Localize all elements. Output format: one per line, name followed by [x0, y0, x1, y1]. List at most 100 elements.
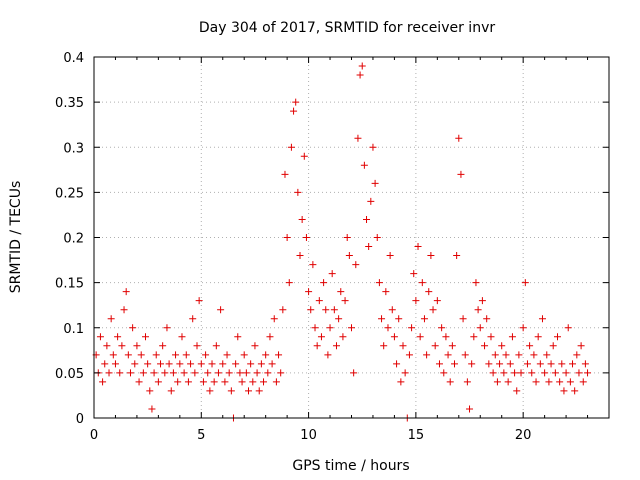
- x-tick-label: 10: [300, 428, 317, 443]
- data-point: [167, 387, 175, 395]
- data-point: [551, 369, 559, 377]
- data-point: [137, 351, 145, 359]
- data-point: [107, 315, 115, 323]
- data-point: [144, 360, 152, 368]
- data-point: [463, 378, 471, 386]
- data-point: [109, 351, 117, 359]
- data-point: [208, 360, 216, 368]
- data-point: [309, 261, 317, 269]
- data-point: [474, 306, 482, 314]
- data-point: [133, 342, 141, 350]
- data-point: [242, 369, 250, 377]
- data-point: [575, 369, 583, 377]
- data-point: [502, 351, 510, 359]
- data-point: [343, 234, 351, 241]
- data-point: [481, 342, 489, 350]
- data-point: [448, 342, 456, 350]
- data-point: [395, 315, 403, 323]
- data-point: [122, 288, 130, 296]
- data-point: [307, 306, 315, 314]
- data-point: [508, 333, 516, 341]
- data-point: [515, 351, 523, 359]
- data-point: [433, 297, 441, 305]
- data-point: [279, 306, 287, 314]
- data-point: [547, 360, 555, 368]
- y-tick-label: 0: [76, 412, 84, 427]
- data-point: [425, 288, 433, 296]
- data-point: [483, 315, 491, 323]
- data-point: [466, 405, 474, 413]
- data-point: [313, 342, 321, 350]
- data-point: [217, 306, 225, 314]
- data-point: [410, 270, 418, 278]
- data-point: [442, 333, 450, 341]
- data-point: [414, 243, 422, 251]
- data-point: [103, 342, 111, 350]
- data-point: [135, 378, 143, 386]
- data-point: [470, 333, 478, 341]
- x-tick-label: 20: [515, 428, 532, 443]
- data-point: [498, 342, 506, 350]
- y-tick-label: 0.3: [63, 141, 84, 156]
- data-point: [536, 360, 544, 368]
- data-point: [534, 333, 542, 341]
- data-point: [487, 333, 495, 341]
- data-point: [538, 315, 546, 323]
- data-point: [584, 369, 592, 377]
- data-point: [148, 405, 156, 413]
- data-point: [281, 170, 289, 178]
- data-point: [412, 297, 420, 305]
- data-point: [161, 369, 169, 377]
- y-tick-label: 0.4: [63, 51, 84, 66]
- data-point: [157, 360, 165, 368]
- data-point: [545, 378, 553, 386]
- data-point: [126, 369, 134, 377]
- data-point: [530, 351, 538, 359]
- data-point: [354, 134, 362, 142]
- data-point: [581, 360, 589, 368]
- data-point: [455, 134, 463, 142]
- data-point: [204, 369, 212, 377]
- data-point: [328, 270, 336, 278]
- data-point: [388, 306, 396, 314]
- data-point: [506, 360, 514, 368]
- data-point: [165, 360, 173, 368]
- data-point: [371, 179, 379, 187]
- data-point: [401, 369, 409, 377]
- data-point: [418, 279, 426, 287]
- data-point: [182, 351, 190, 359]
- data-point: [262, 351, 270, 359]
- data-point: [339, 333, 347, 341]
- data-point: [405, 351, 413, 359]
- data-point: [172, 351, 180, 359]
- data-point: [451, 360, 458, 368]
- data-point: [146, 387, 154, 395]
- x-axis-ticks: 0 5 10 15 20: [90, 57, 589, 443]
- data-point: [169, 369, 177, 377]
- data-point: [549, 342, 557, 350]
- data-point: [266, 333, 274, 341]
- data-point: [247, 360, 255, 368]
- data-point: [468, 360, 476, 368]
- data-point: [238, 378, 246, 386]
- data-point: [210, 378, 218, 386]
- data-point: [365, 243, 373, 251]
- data-point: [375, 279, 383, 287]
- data-point: [315, 297, 323, 305]
- data-point: [399, 342, 407, 350]
- data-point: [187, 360, 195, 368]
- data-point: [485, 360, 493, 368]
- data-point: [202, 351, 210, 359]
- chart-title: Day 304 of 2017, SRMTID for receiver inv…: [199, 20, 495, 36]
- data-point: [564, 324, 572, 332]
- data-point: [251, 342, 259, 350]
- data-point: [440, 369, 448, 377]
- data-point: [249, 378, 257, 386]
- data-point: [129, 324, 137, 332]
- y-tick-label: 0.1: [63, 322, 84, 337]
- data-point: [212, 342, 220, 350]
- data-point: [476, 324, 484, 332]
- data-point: [142, 333, 149, 341]
- data-point: [521, 279, 529, 287]
